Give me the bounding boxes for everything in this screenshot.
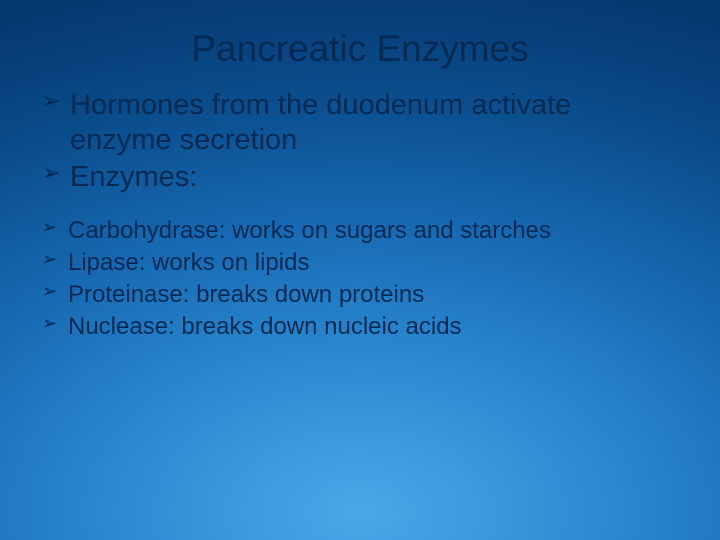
slide-title: Pancreatic Enzymes <box>0 0 720 88</box>
slide: Pancreatic Enzymes Hormones from the duo… <box>0 0 720 540</box>
list-item: Proteinase: breaks down proteins <box>42 280 678 310</box>
main-list: Hormones from the duodenum activate enzy… <box>42 88 678 194</box>
list-item: Nuclease: breaks down nucleic acids <box>42 312 678 342</box>
list-item: Hormones from the duodenum activate enzy… <box>42 88 678 158</box>
list-item: Lipase: works on lipids <box>42 248 678 278</box>
list-item: Enzymes: <box>42 160 678 195</box>
slide-content: Hormones from the duodenum activate enzy… <box>0 88 720 342</box>
sub-list: Carbohydrase: works on sugars and starch… <box>42 216 678 342</box>
list-item: Carbohydrase: works on sugars and starch… <box>42 216 678 246</box>
